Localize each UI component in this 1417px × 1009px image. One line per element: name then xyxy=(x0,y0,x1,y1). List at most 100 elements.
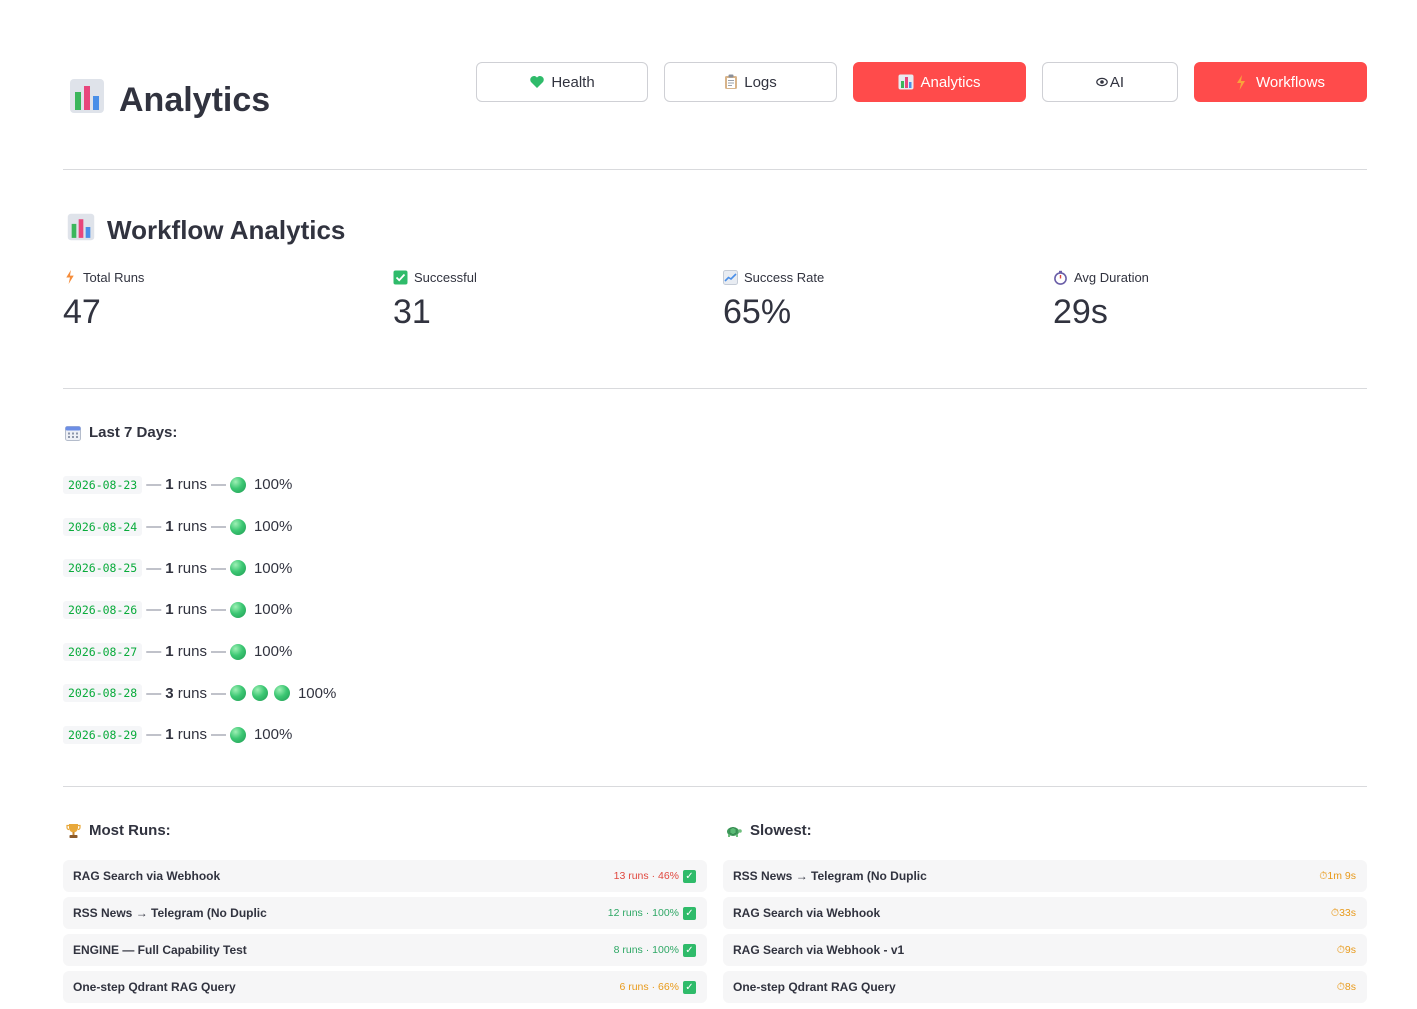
workflow-name: ENGINE — Full Capability Test xyxy=(73,943,247,957)
day-date: 2026-08-27 xyxy=(63,642,143,661)
separator: — xyxy=(210,476,226,494)
workflow-run-stats: 8 runs · 100% ✓ xyxy=(614,943,696,957)
list-item: RAG Search via Webhook - v1 ⏱9s xyxy=(723,934,1367,966)
run-stats-text: 6 runs · 66% xyxy=(619,981,679,993)
lightning-icon xyxy=(1237,74,1246,90)
workflow-run-stats: 13 runs · 46% ✓ xyxy=(613,869,696,883)
most-runs-list: RAG Search via Webhook 13 runs · 46% ✓ RSS … xyxy=(63,860,707,1008)
workflow-name: RSS News → Telegram (No Duplic xyxy=(73,906,267,920)
separator: — xyxy=(146,559,162,577)
list-item: RSS News → Telegram (No Duplic ⏱1m 9s xyxy=(723,860,1367,892)
page-title-text: Analytics xyxy=(119,81,271,119)
list-item: One-step Qdrant RAG Query ⏱8s xyxy=(723,971,1367,1003)
analytics-button[interactable]: Analytics xyxy=(853,62,1026,102)
separator: — xyxy=(210,726,226,744)
day-row: 2026-08-25—1 runs —100% xyxy=(63,547,336,589)
ai-button-label: AI xyxy=(1109,73,1125,91)
ai-button[interactable]: AI xyxy=(1042,62,1178,102)
day-runs-count: 3 xyxy=(165,684,174,702)
separator: — xyxy=(210,643,226,661)
workflows-button[interactable]: Workflows xyxy=(1194,62,1367,102)
most-runs-title: Most Runs: xyxy=(66,822,171,839)
metric-label: Avg Duration xyxy=(1074,269,1149,285)
success-dot-icon xyxy=(229,476,246,493)
separator: — xyxy=(210,684,226,702)
workflows-button-label: Workflows xyxy=(1256,73,1325,91)
analytics-button-label: Analytics xyxy=(920,73,981,91)
success-dot-icon xyxy=(229,643,246,660)
day-row: 2026-08-27—1 runs —100% xyxy=(63,631,336,673)
day-rate: 100% xyxy=(253,643,293,661)
metric-value: 65% xyxy=(723,293,792,331)
list-item: RAG Search via Webhook 13 runs · 46% ✓ xyxy=(63,860,707,892)
day-date: 2026-08-23 xyxy=(63,475,143,494)
slowest-list: RSS News → Telegram (No Duplic ⏱1m 9s RAG … xyxy=(723,860,1367,1008)
day-row: 2026-08-24—1 runs —100% xyxy=(63,506,336,548)
success-dot-icon xyxy=(273,685,290,702)
workflow-name: One-step Qdrant RAG Query xyxy=(73,980,236,994)
run-stats-text: 12 runs · 100% xyxy=(607,907,679,919)
day-runs-suffix: runs xyxy=(177,476,207,494)
success-dots xyxy=(229,476,246,493)
health-button[interactable]: Health xyxy=(476,62,648,102)
metric-success-rate: Success Rate 65% xyxy=(723,268,1023,332)
green-heart-icon xyxy=(530,76,545,88)
success-dots xyxy=(229,726,246,743)
logs-button[interactable]: Logs xyxy=(664,62,837,102)
day-date: 2026-08-24 xyxy=(63,517,143,536)
eye-icon xyxy=(1096,77,1108,87)
workflow-duration: ⏱9s xyxy=(1336,943,1356,956)
health-button-label: Health xyxy=(551,73,595,91)
metric-label: Successful xyxy=(414,269,477,285)
trophy-icon xyxy=(66,823,81,838)
lightning-icon xyxy=(66,270,74,284)
day-runs-count: 1 xyxy=(165,518,174,536)
day-rate: 100% xyxy=(297,684,337,702)
day-date: 2026-08-26 xyxy=(63,600,143,619)
metric-label: Success Rate xyxy=(744,269,825,285)
turtle-icon xyxy=(727,826,742,837)
day-runs-suffix: runs xyxy=(177,726,207,744)
check-box-icon: ✓ xyxy=(683,980,696,994)
most-runs-label: Most Runs: xyxy=(89,822,171,839)
success-dots xyxy=(229,560,246,577)
last-7-days-label: Last 7 Days: xyxy=(89,424,178,441)
workflow-run-stats: 6 runs · 66% ✓ xyxy=(619,980,696,994)
metric-value: 29s xyxy=(1053,293,1108,331)
day-runs-count: 1 xyxy=(165,601,174,619)
day-runs-count: 1 xyxy=(165,559,174,577)
check-box-icon xyxy=(393,270,408,284)
slowest-label: Slowest: xyxy=(750,822,812,839)
day-row: 2026-08-29—1 runs —100% xyxy=(63,714,336,756)
day-rate: 100% xyxy=(253,601,293,619)
bar-chart-icon xyxy=(69,78,105,123)
page-title: Analytics xyxy=(69,78,270,123)
section-title: Workflow Analytics xyxy=(67,213,345,248)
day-runs-suffix: runs xyxy=(177,684,207,702)
separator: — xyxy=(146,726,162,744)
day-rate: 100% xyxy=(253,518,293,536)
success-dot-icon xyxy=(229,726,246,743)
success-dots xyxy=(229,518,246,535)
list-item: One-step Qdrant RAG Query 6 runs · 66% ✓ xyxy=(63,971,707,1003)
workflow-run-stats: 12 runs · 100% ✓ xyxy=(607,906,696,920)
day-date: 2026-08-25 xyxy=(63,559,143,578)
check-box-icon: ✓ xyxy=(683,943,696,957)
metric-avg-duration: Avg Duration 29s xyxy=(1053,268,1353,332)
list-item: RAG Search via Webhook ⏱33s xyxy=(723,897,1367,929)
day-rate: 100% xyxy=(253,726,293,744)
workflow-name: One-step Qdrant RAG Query xyxy=(733,980,896,994)
day-runs-suffix: runs xyxy=(177,643,207,661)
bar-chart-icon xyxy=(898,74,914,90)
metric-value: 47 xyxy=(63,293,101,331)
run-stats-text: 13 runs · 46% xyxy=(613,870,679,882)
separator: — xyxy=(146,601,162,619)
day-rate: 100% xyxy=(253,559,293,577)
workflow-duration: ⏱33s xyxy=(1330,906,1356,919)
list-item: RSS News → Telegram (No Duplic 12 runs · … xyxy=(63,897,707,929)
list-item: ENGINE — Full Capability Test 8 runs · 10… xyxy=(63,934,707,966)
day-runs-count: 1 xyxy=(165,726,174,744)
success-dot-icon xyxy=(229,685,246,702)
metric-total-runs: Total Runs 47 xyxy=(63,268,363,332)
success-dots xyxy=(229,643,246,660)
